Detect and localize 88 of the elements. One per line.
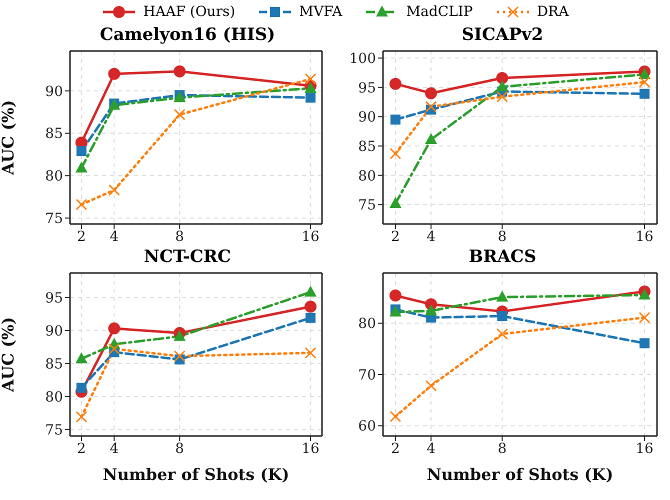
y-axis-title: AUC (%) [0, 316, 18, 394]
point [496, 90, 508, 102]
point [496, 328, 508, 340]
x-tick-label: 2 [76, 228, 86, 245]
chart-title: Camelyon16 (HIS) [98, 24, 276, 46]
point [304, 300, 317, 313]
y-tick-label: 100 [349, 51, 376, 68]
y-tick-label: 75 [358, 198, 376, 214]
point [390, 148, 402, 160]
y-tick-label: 95 [358, 80, 376, 96]
x-tick-label: 4 [110, 228, 119, 245]
point [76, 382, 86, 393]
x-tick-label: 4 [426, 440, 436, 457]
point [497, 311, 508, 322]
point [496, 290, 508, 302]
point [640, 338, 650, 348]
point [425, 380, 437, 392]
x-tick-label: 16 [636, 228, 654, 245]
y-tick-label: 80 [45, 389, 63, 406]
point [75, 162, 88, 173]
x-tick-label: 8 [498, 440, 507, 457]
point [304, 73, 316, 85]
y-tick-label: 85 [45, 126, 63, 142]
point [425, 304, 438, 316]
point [76, 146, 86, 156]
point [389, 78, 402, 90]
x-tick-label: 2 [76, 440, 86, 457]
point [425, 100, 437, 112]
point [425, 133, 438, 144]
point [76, 198, 88, 210]
x-tick-label: 4 [426, 228, 436, 245]
x-tick-label: 8 [175, 228, 184, 245]
y-tick-label: 75 [45, 422, 63, 438]
point [389, 290, 402, 302]
y-tick-label: 60 [358, 418, 376, 435]
point [425, 87, 438, 100]
x-axis-title: Number of Shots (K) [102, 465, 290, 484]
x-tick-label: 8 [175, 440, 184, 457]
chart-title: NCT-CRC [142, 246, 232, 268]
point [174, 330, 186, 341]
point [638, 288, 651, 300]
point [640, 88, 650, 99]
legend-label: HAAF (Ours) [143, 4, 236, 20]
legend-label: MVFA [299, 4, 342, 20]
x-tick-label: 4 [110, 440, 119, 457]
point [304, 286, 317, 297]
y-tick-label: 80 [45, 168, 63, 185]
y-tick-label: 90 [358, 110, 376, 126]
x-tick-label: 16 [302, 228, 320, 245]
x-tick-label: 8 [498, 228, 507, 245]
point [108, 322, 120, 334]
x-axis-title: Number of Shots (K) [426, 465, 614, 484]
point [638, 76, 650, 88]
point [174, 108, 186, 120]
y-tick-label: 75 [45, 211, 63, 228]
point [390, 410, 402, 422]
point [306, 92, 316, 103]
point [390, 114, 400, 125]
chart-title: SICAPv2 [460, 24, 544, 46]
point [108, 184, 120, 196]
y-tick-label: 90 [45, 323, 63, 340]
x-tick-label: 16 [302, 440, 320, 457]
y-axis-title: AUC (%) [0, 100, 18, 176]
point [108, 343, 120, 355]
y-tick-label: 70 [358, 367, 376, 384]
y-tick-label: 85 [358, 138, 376, 155]
point [174, 350, 186, 362]
point [496, 80, 508, 92]
y-tick-label: 95 [45, 290, 63, 306]
point [304, 347, 316, 359]
point [174, 65, 186, 78]
chart-title: BRACS [468, 246, 538, 268]
x-tick-label: 16 [636, 440, 654, 457]
point [306, 312, 316, 323]
y-tick-label: 80 [358, 168, 376, 184]
point [76, 411, 88, 423]
legend-label: MadCLIP [406, 4, 473, 20]
y-tick-label: 80 [358, 316, 376, 332]
point [75, 352, 88, 364]
y-tick-label: 90 [45, 84, 63, 100]
legend-label: DRA [536, 4, 569, 20]
y-tick-label: 85 [45, 356, 63, 372]
point [638, 312, 650, 324]
point [108, 68, 120, 80]
point [389, 196, 402, 208]
x-tick-label: 2 [390, 228, 400, 245]
point [496, 72, 508, 84]
x-tick-label: 2 [390, 440, 400, 457]
